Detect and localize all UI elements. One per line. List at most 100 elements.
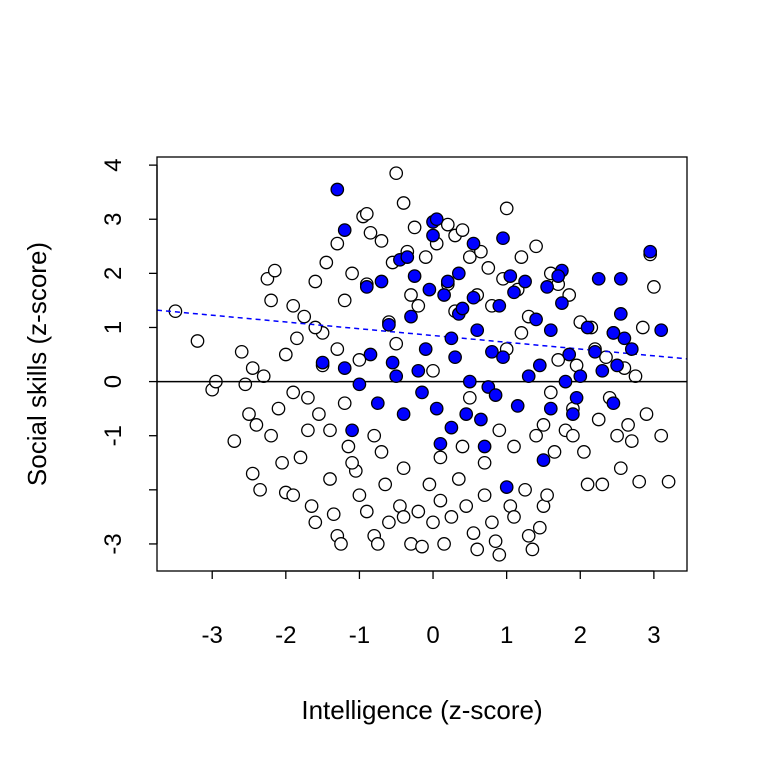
filled-point: [569, 390, 584, 405]
filled-point: [485, 344, 499, 359]
open-point: [529, 428, 543, 443]
open-point: [635, 320, 650, 335]
filled-point: [543, 401, 558, 416]
filled-point: [551, 269, 566, 283]
x-axis-title: Intelligence (z-score): [301, 695, 542, 725]
filled-point: [606, 396, 621, 411]
filled-point: [400, 250, 415, 264]
open-point: [462, 250, 477, 264]
filled-point: [382, 317, 396, 332]
filled-point: [613, 307, 628, 321]
filled-point: [437, 288, 451, 302]
filled-point: [496, 231, 510, 246]
y-tick-label: 4: [100, 158, 127, 171]
open-point: [370, 537, 385, 551]
open-point: [426, 363, 440, 378]
open-points-layer: [168, 166, 676, 562]
filled-point: [532, 358, 547, 373]
filled-point: [337, 223, 352, 237]
y-axis: -3 -1 0 1 2 3 4: [100, 158, 158, 555]
y-tick-label: 0: [100, 375, 127, 388]
filled-point: [510, 399, 525, 413]
open-point: [330, 236, 345, 251]
filled-point: [448, 350, 462, 365]
open-point: [577, 445, 591, 459]
open-point: [521, 528, 536, 543]
open-point: [345, 455, 359, 470]
filled-point: [359, 280, 374, 294]
open-point: [433, 450, 448, 465]
open-point: [301, 423, 315, 438]
filled-point: [389, 369, 404, 384]
filled-point: [536, 453, 551, 467]
filled-point: [337, 361, 352, 375]
open-point: [654, 428, 669, 443]
filled-point: [415, 385, 429, 400]
open-point: [529, 239, 543, 254]
filled-point: [643, 244, 658, 259]
filled-points-layer: [315, 182, 669, 494]
x-tick-label: 1: [500, 622, 513, 649]
open-point: [440, 217, 455, 232]
y-tick-label: -3: [100, 533, 127, 554]
open-point: [485, 515, 499, 530]
filled-point: [426, 228, 440, 243]
open-point: [190, 334, 205, 348]
open-point: [286, 298, 301, 313]
filled-point: [429, 401, 444, 416]
open-point: [330, 342, 345, 356]
filled-point: [466, 290, 481, 305]
open-point: [304, 499, 319, 513]
filled-point: [396, 407, 411, 421]
open-point: [551, 353, 566, 367]
open-point: [363, 225, 378, 240]
y-axis-title: Social skills (z-score): [22, 242, 52, 486]
open-point: [323, 423, 337, 438]
filled-point: [496, 350, 510, 365]
open-point: [455, 439, 470, 454]
filled-point: [404, 309, 418, 324]
open-point: [367, 428, 382, 443]
open-point: [234, 344, 249, 359]
open-point: [253, 482, 267, 497]
open-point: [238, 377, 253, 392]
open-point: [411, 504, 426, 519]
open-point: [404, 288, 418, 302]
open-point: [301, 390, 315, 405]
open-point: [481, 261, 496, 275]
open-point: [319, 255, 334, 270]
open-point: [624, 434, 639, 448]
filled-point: [407, 269, 422, 283]
open-point: [525, 542, 540, 557]
open-point: [297, 309, 312, 324]
open-point: [374, 445, 389, 459]
open-point: [566, 428, 580, 443]
open-point: [396, 461, 411, 476]
open-point: [308, 320, 323, 335]
open-point: [411, 298, 426, 313]
y-tick-label: 3: [100, 213, 127, 226]
open-point: [426, 515, 440, 530]
filled-point: [499, 480, 514, 494]
open-point: [499, 201, 514, 216]
open-point: [595, 477, 610, 492]
filled-point: [429, 212, 444, 227]
open-point: [264, 293, 278, 308]
filled-point: [543, 323, 558, 338]
open-point: [591, 412, 606, 427]
open-point: [341, 439, 356, 454]
open-point: [488, 534, 503, 549]
x-tick-label: -3: [202, 622, 223, 649]
open-point: [389, 336, 404, 351]
open-point: [455, 223, 470, 237]
filled-point: [624, 342, 639, 356]
y-tick-label: 1: [100, 321, 127, 334]
open-point: [290, 331, 304, 346]
open-point: [477, 455, 492, 470]
open-point: [404, 537, 418, 551]
filled-point: [363, 347, 378, 362]
filled-point: [411, 363, 426, 378]
filled-point: [370, 396, 385, 411]
open-point: [661, 474, 676, 489]
